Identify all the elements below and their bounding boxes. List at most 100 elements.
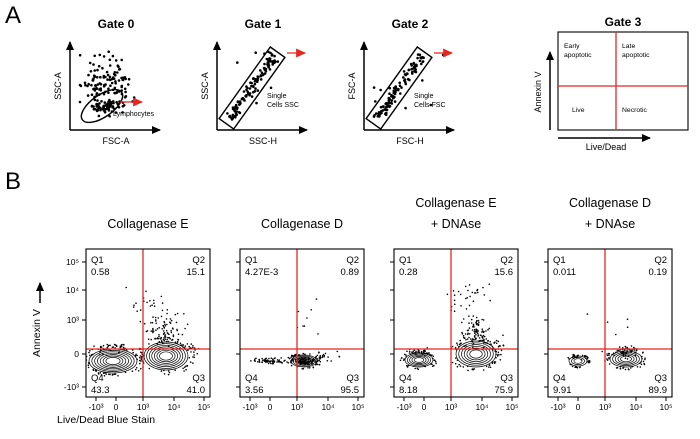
plot-frame — [393, 248, 519, 398]
gate3-late-apoptotic-label-l1: Late — [622, 43, 635, 50]
axis-ticks: -10³ 0 10³ 10⁴ 10⁵ 10⁵ 10⁴ 10³ 0 -10³ — [64, 257, 211, 412]
x-tick-label: -10³ — [396, 402, 411, 412]
y-tick-label: -10³ — [64, 382, 79, 392]
q2-value: 15.1 — [187, 267, 206, 278]
gate1-x-axis-label: SSC-H — [249, 136, 277, 146]
gate3-necrotic-label: Necrotic — [622, 107, 648, 114]
cell-populations-layer — [399, 283, 505, 372]
q1-value: 0.011 — [553, 267, 576, 278]
q2-label: Q2 — [192, 255, 205, 266]
gate3-live-label: Live — [572, 107, 585, 114]
gate2-y-axis-label: FSC-A — [347, 73, 357, 100]
x-tick-label: 10⁴ — [321, 402, 334, 412]
q2-label: Q2 — [500, 255, 513, 266]
x-tick-label: 10⁴ — [629, 402, 642, 412]
cell-populations-layer — [85, 286, 200, 377]
gate0-ellipse-gate — [80, 88, 124, 124]
axis-ticks: -10³ 0 10³ 10⁴ 10⁵ — [236, 261, 365, 412]
q3-label: Q3 — [500, 373, 513, 384]
axis-ticks: -10³ 0 10³ 10⁴ 10⁵ — [544, 261, 673, 412]
plot-title: Collagenase D — [261, 217, 343, 231]
x-tick-label: 10³ — [599, 402, 611, 412]
x-tick-label: 10³ — [291, 402, 303, 412]
q4-label: Q4 — [553, 373, 566, 384]
gate3-x-axis-label: Live/Dead — [586, 142, 627, 152]
gate0-x-axis-label: FSC-A — [103, 136, 130, 146]
q3-value: 41.0 — [187, 385, 206, 396]
plot-frame — [239, 248, 365, 398]
gate2-plot: Gate 2 FSC-A FSC-H Single Cells FSC — [347, 17, 455, 146]
x-tick-label: 0 — [268, 402, 273, 412]
x-tick-label: 10³ — [137, 402, 149, 412]
panel-gating-strategy: Gate 0 SSC-A FSC-A Lymphocytes Gate 1 SS… — [53, 15, 689, 152]
gate1-gate-label-line1: Single — [267, 93, 287, 100]
plot-subtitle: + DNAse — [431, 217, 481, 231]
q3-label: Q3 — [346, 373, 359, 384]
q1-value: 0.58 — [91, 267, 110, 278]
x-tick-label: -10³ — [550, 402, 565, 412]
q3-value: 89.9 — [649, 385, 668, 396]
axis-ticks: -10³ 0 10³ 10⁴ 10⁵ — [390, 261, 519, 412]
gate1-y-axis-label: SSC-A — [200, 72, 210, 100]
gate2-parallelogram-gate — [365, 46, 433, 130]
annexin-axis-label: Annexin V — [31, 309, 43, 357]
q4-label: Q4 — [399, 373, 412, 384]
gate3-y-axis-label: Annexin V — [533, 71, 543, 112]
x-tick-label: 10³ — [445, 402, 457, 412]
q4-label: Q4 — [245, 373, 258, 384]
gate3-early-apoptotic-label-l2: apoptotic — [564, 52, 592, 59]
q2-label: Q2 — [654, 255, 667, 266]
q3-value: 95.5 — [341, 385, 360, 396]
y-tick-label: 0 — [74, 349, 79, 359]
x-tick-label: -10³ — [242, 402, 257, 412]
q4-value: 3.56 — [245, 385, 264, 396]
q4-label: Q4 — [91, 373, 104, 384]
q1-label: Q1 — [399, 255, 412, 266]
gate0-title: Gate 0 — [98, 17, 135, 31]
q3-label: Q3 — [192, 373, 205, 384]
q1-value: 4.27E-3 — [245, 267, 278, 278]
gate0-y-axis-label: SSC-A — [53, 72, 63, 100]
gate1-title: Gate 1 — [245, 17, 282, 31]
x-tick-label: 0 — [114, 402, 119, 412]
plot-frame — [85, 248, 211, 398]
gate2-title: Gate 2 — [392, 17, 429, 31]
panel-b-letter: B — [5, 168, 22, 195]
q1-label: Q1 — [245, 255, 258, 266]
x-tick-label: -10³ — [88, 402, 103, 412]
q2-value: 15.6 — [495, 267, 514, 278]
panel-a-letter: A — [5, 2, 22, 29]
gate1-parallelogram-gate — [218, 46, 286, 130]
x-tick-label: 10⁴ — [475, 402, 488, 412]
q3-value: 75.9 — [495, 385, 514, 396]
y-tick-label: 10³ — [67, 315, 79, 325]
q4-value: 9.91 — [553, 385, 572, 396]
flow-plot-collagenase-e: Collagenase E Q1 0.58 Q2 15.1 Q4 43.3 Q3… — [64, 217, 211, 412]
q2-label: Q2 — [346, 255, 359, 266]
q1-label: Q1 — [91, 255, 104, 266]
x-tick-label: 10⁵ — [660, 402, 673, 412]
plot-frame — [547, 248, 673, 398]
gate2-gate-label-line1: Single — [414, 93, 434, 100]
gate3-early-apoptotic-label-l1: Early — [564, 43, 580, 50]
gate3-plot: Gate 3 Early apoptotic Late apoptotic Li… — [533, 15, 689, 152]
q2-value: 0.19 — [649, 267, 668, 278]
plot-subtitle: + DNAse — [585, 217, 635, 231]
gate0-scatter — [78, 50, 136, 118]
x-tick-label: 10⁴ — [167, 402, 180, 412]
gate3-box — [557, 31, 689, 131]
x-tick-label: 10⁵ — [198, 402, 211, 412]
plot-title: Collagenase E — [415, 196, 496, 210]
cell-populations-layer — [567, 313, 646, 371]
panel-quadrant-plots: Annexin V Live/Dead Blue Stain Collagena… — [31, 196, 673, 426]
flow-plot-collagenase-e-dnase: Collagenase E + DNAse Q1 0.28 Q2 15.6 Q4… — [390, 196, 519, 412]
q1-value: 0.28 — [399, 267, 418, 278]
cell-populations-layer — [250, 298, 341, 370]
gate1-gate-label-line2: Cells SSC — [267, 102, 299, 109]
plot-title: Collagenase D — [569, 196, 651, 210]
q1-label: Q1 — [553, 255, 566, 266]
q4-value: 8.18 — [399, 385, 418, 396]
x-tick-label: 10⁵ — [506, 402, 519, 412]
gate2-scatter — [372, 53, 445, 118]
x-tick-label: 10⁵ — [352, 402, 365, 412]
